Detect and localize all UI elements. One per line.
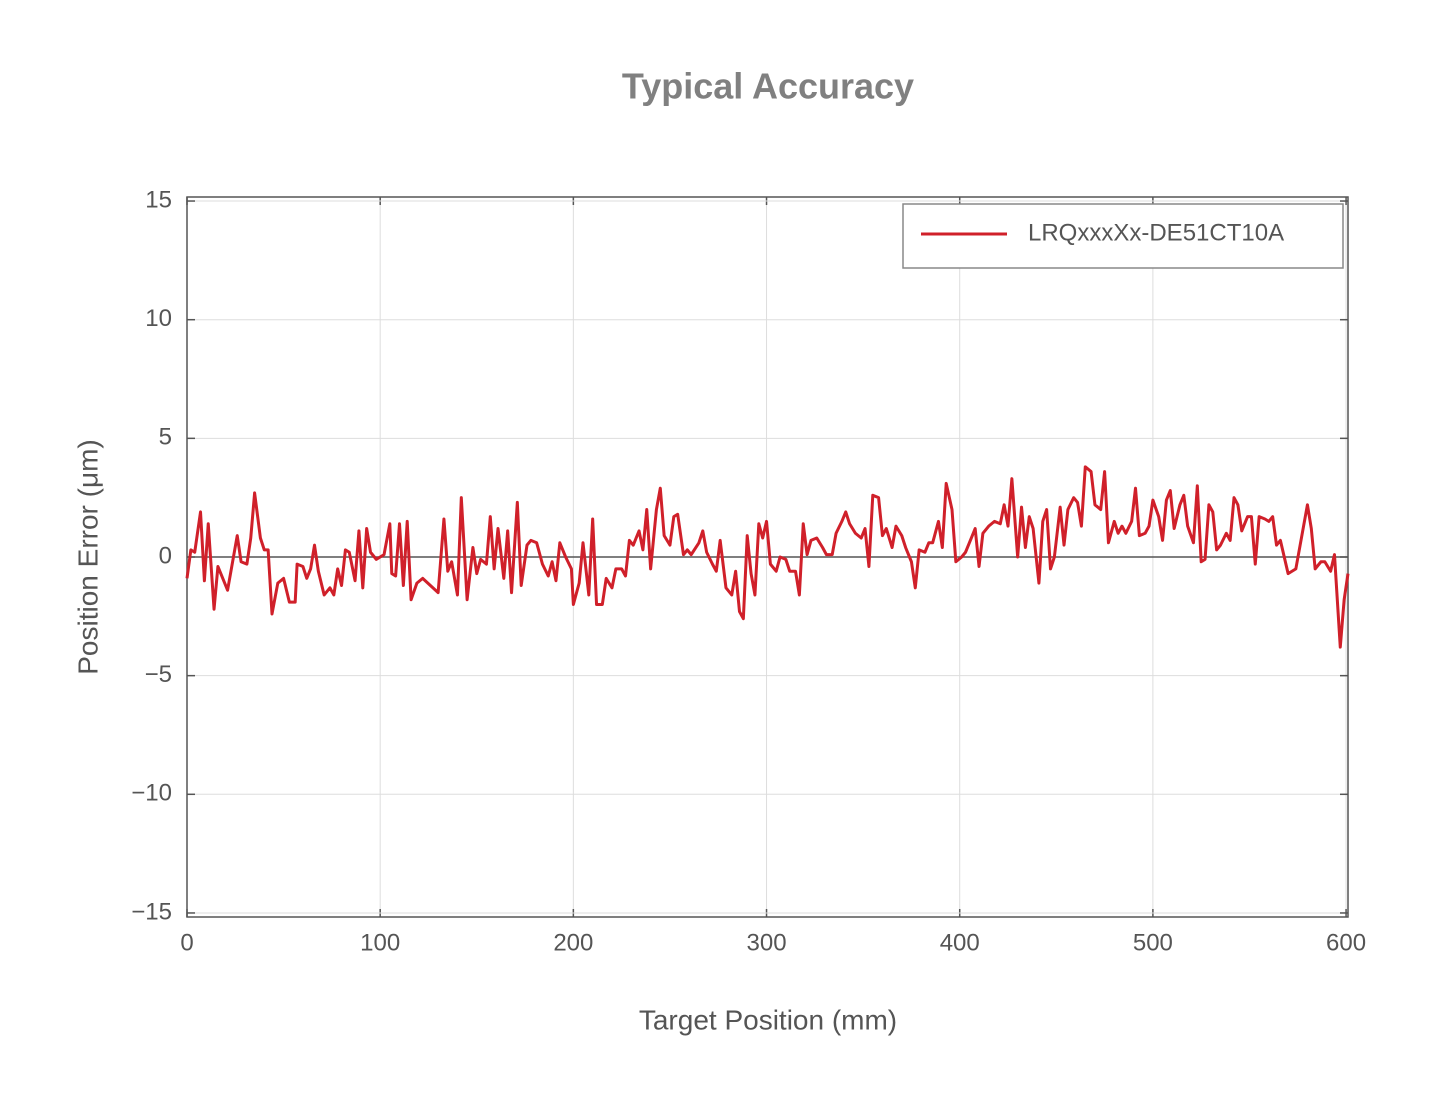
y-tick-label: −10 [131, 780, 172, 807]
y-tick-label: 5 [159, 424, 172, 451]
plot-frame [186, 196, 1349, 918]
x-tick-label: 500 [1133, 929, 1173, 956]
y-tick-label: 15 [145, 186, 172, 213]
y-tick-label: 0 [159, 542, 172, 569]
x-axis-label: Target Position (mm) [639, 1004, 897, 1035]
chart-title: Typical Accuracy [622, 66, 914, 107]
x-tick-label: 200 [553, 929, 593, 956]
data-line [185, 465, 1350, 649]
y-tick-label: −5 [145, 661, 172, 688]
y-axis-label: Position Error (μm) [72, 439, 103, 675]
x-tick-label: 100 [360, 929, 400, 956]
x-tick-label: 0 [180, 929, 193, 956]
x-tick-label: 600 [1326, 929, 1366, 956]
x-tick-label: 400 [940, 929, 980, 956]
legend-label: LRQxxxXx-DE51CT10A [1028, 219, 1284, 246]
y-tick-label: 10 [145, 305, 172, 332]
legend-box [902, 203, 1344, 269]
y-tick-label: −15 [131, 898, 172, 925]
x-tick-label: 300 [747, 929, 787, 956]
